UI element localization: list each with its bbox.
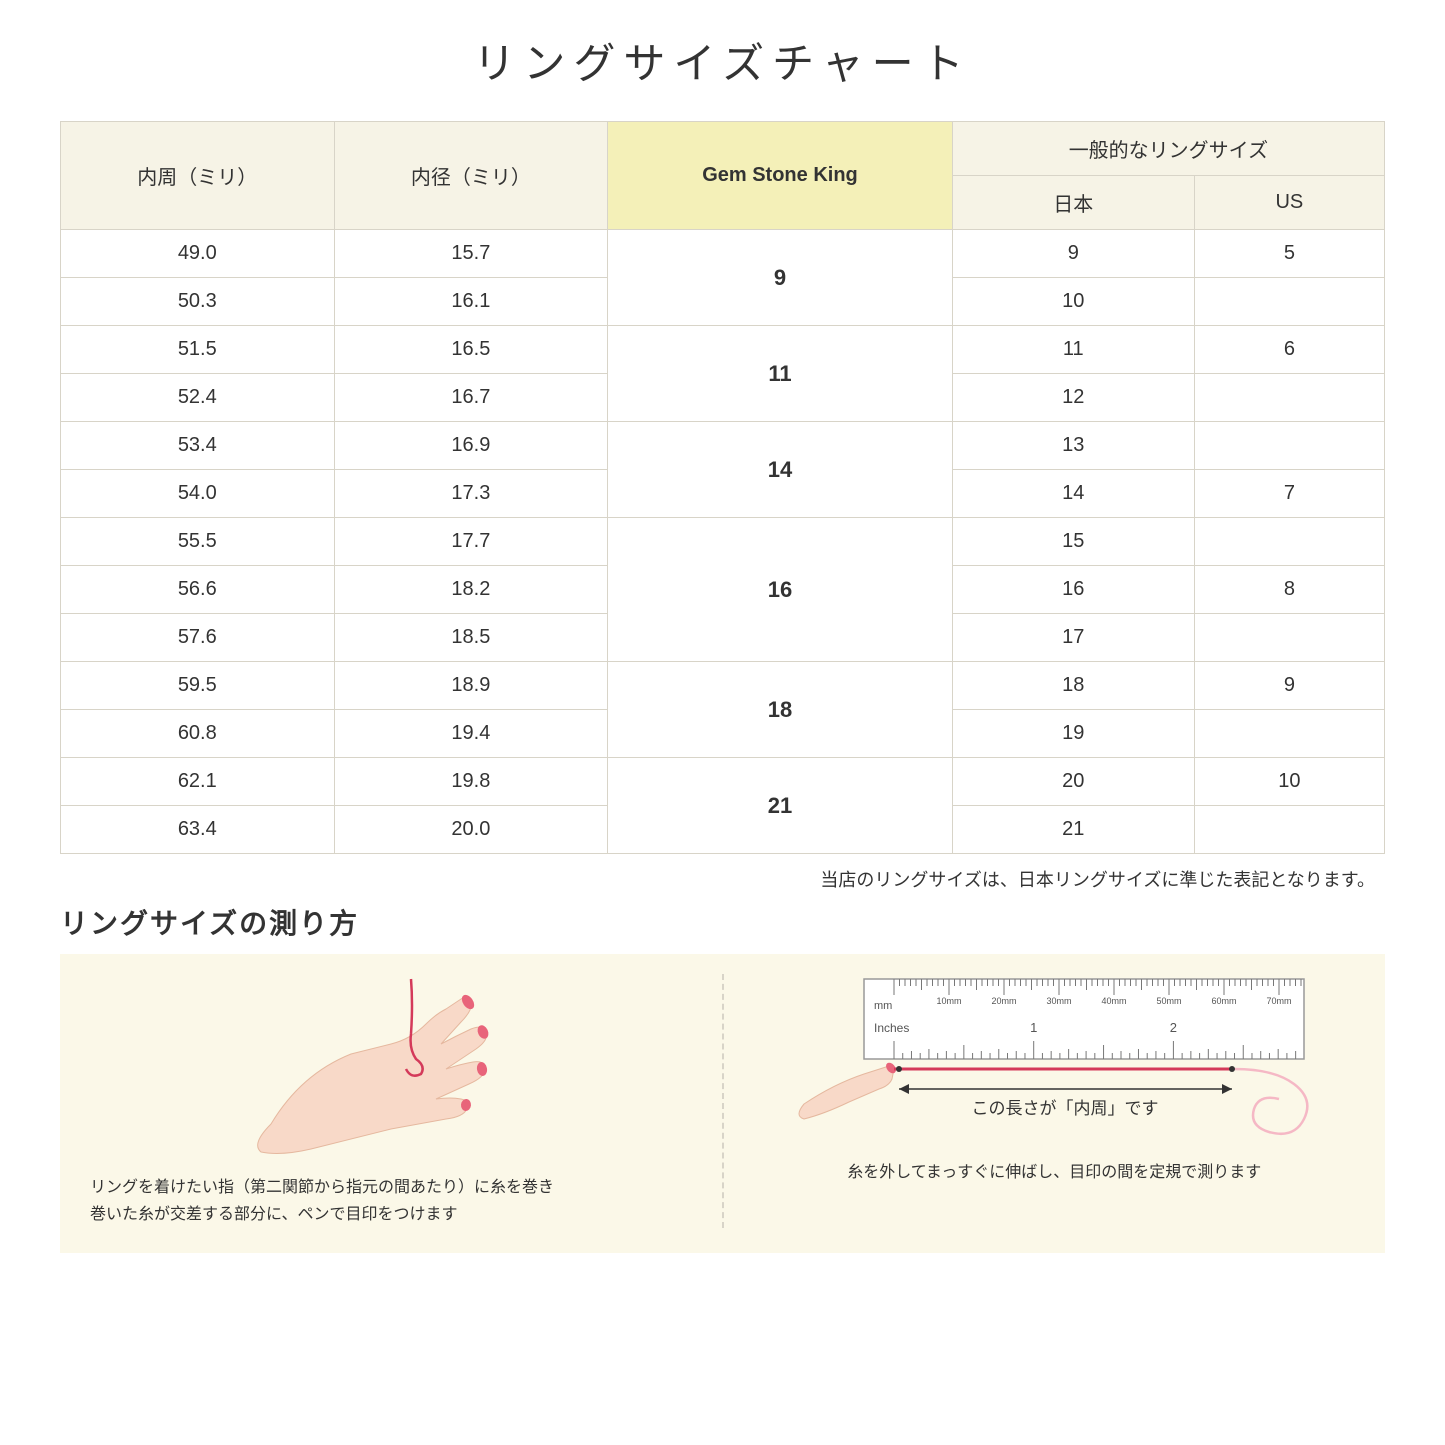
- cell-circumference: 51.5: [61, 326, 335, 374]
- cell-circumference: 60.8: [61, 710, 335, 758]
- cell-us: [1194, 278, 1384, 326]
- table-row: 59.518.918189: [61, 662, 1385, 710]
- cell-circumference: 62.1: [61, 758, 335, 806]
- cell-diameter: 18.5: [334, 614, 608, 662]
- cell-japan: 12: [952, 374, 1194, 422]
- header-us: US: [1194, 176, 1384, 230]
- ruler-length-label: この長さが「内周」です: [972, 1099, 1159, 1118]
- cell-us: 10: [1194, 758, 1384, 806]
- hand-with-thread-illustration: [211, 974, 571, 1164]
- instruction-text-1: リングを着けたい指（第二関節から指元の間あたり）に糸を巻き巻いた糸が交差する部分…: [90, 1174, 692, 1228]
- header-diameter: 内径（ミリ）: [334, 122, 608, 230]
- cell-diameter: 17.3: [334, 470, 608, 518]
- cell-japan: 15: [952, 518, 1194, 566]
- cell-circumference: 59.5: [61, 662, 335, 710]
- instruction-text-2: 糸を外してまっすぐに伸ばし、目印の間を定規で測ります: [754, 1159, 1356, 1186]
- size-chart-table: 内周（ミリ） 内径（ミリ） Gem Stone King 一般的なリングサイズ …: [60, 121, 1385, 854]
- cell-us: 7: [1194, 470, 1384, 518]
- instruction-step-2: mm Inches 10mm 20mm 30mm 40mm 50mm 60mm 70mm 1…: [754, 974, 1356, 1228]
- cell-gsk: 14: [608, 422, 953, 518]
- cell-gsk: 9: [608, 230, 953, 326]
- cell-gsk: 18: [608, 662, 953, 758]
- cell-japan: 13: [952, 422, 1194, 470]
- cell-japan: 14: [952, 470, 1194, 518]
- cell-diameter: 16.9: [334, 422, 608, 470]
- cell-us: 8: [1194, 566, 1384, 614]
- cell-circumference: 54.0: [61, 470, 335, 518]
- ruler-mm-label: mm: [874, 1000, 892, 1012]
- cell-japan: 11: [952, 326, 1194, 374]
- cell-japan: 16: [952, 566, 1194, 614]
- svg-text:1: 1: [1030, 1020, 1037, 1035]
- cell-us: [1194, 710, 1384, 758]
- table-note: 当店のリングサイズは、日本リングサイズに準じた表記となります。: [60, 866, 1385, 892]
- cell-diameter: 19.8: [334, 758, 608, 806]
- cell-gsk: 21: [608, 758, 953, 854]
- cell-circumference: 63.4: [61, 806, 335, 854]
- cell-us: [1194, 422, 1384, 470]
- cell-japan: 17: [952, 614, 1194, 662]
- cell-circumference: 50.3: [61, 278, 335, 326]
- cell-diameter: 19.4: [334, 710, 608, 758]
- cell-japan: 9: [952, 230, 1194, 278]
- header-gsk: Gem Stone King: [608, 122, 953, 230]
- cell-us: [1194, 614, 1384, 662]
- header-japan: 日本: [952, 176, 1194, 230]
- header-circumference: 内周（ミリ）: [61, 122, 335, 230]
- cell-circumference: 57.6: [61, 614, 335, 662]
- cell-us: 5: [1194, 230, 1384, 278]
- svg-text:40mm: 40mm: [1102, 996, 1127, 1006]
- cell-diameter: 18.9: [334, 662, 608, 710]
- header-general: 一般的なリングサイズ: [952, 122, 1384, 176]
- svg-text:50mm: 50mm: [1157, 996, 1182, 1006]
- cell-diameter: 16.5: [334, 326, 608, 374]
- svg-text:10mm: 10mm: [937, 996, 962, 1006]
- table-row: 49.015.7995: [61, 230, 1385, 278]
- cell-us: [1194, 374, 1384, 422]
- instructions-title: リングサイズの測り方: [60, 902, 1385, 942]
- cell-us: 6: [1194, 326, 1384, 374]
- svg-text:60mm: 60mm: [1212, 996, 1237, 1006]
- instructions-panel: リングを着けたい指（第二関節から指元の間あたり）に糸を巻き巻いた糸が交差する部分…: [60, 954, 1385, 1253]
- svg-text:2: 2: [1170, 1020, 1177, 1035]
- table-row: 51.516.511116: [61, 326, 1385, 374]
- cell-gsk: 11: [608, 326, 953, 422]
- cell-circumference: 49.0: [61, 230, 335, 278]
- instruction-step-1: リングを着けたい指（第二関節から指元の間あたり）に糸を巻き巻いた糸が交差する部分…: [90, 974, 692, 1228]
- cell-circumference: 55.5: [61, 518, 335, 566]
- cell-diameter: 15.7: [334, 230, 608, 278]
- cell-us: [1194, 518, 1384, 566]
- cell-diameter: 20.0: [334, 806, 608, 854]
- cell-circumference: 53.4: [61, 422, 335, 470]
- instruction-divider: [722, 974, 724, 1228]
- table-row: 62.119.8212010: [61, 758, 1385, 806]
- cell-japan: 21: [952, 806, 1194, 854]
- cell-diameter: 16.1: [334, 278, 608, 326]
- table-row: 53.416.91413: [61, 422, 1385, 470]
- svg-text:20mm: 20mm: [992, 996, 1017, 1006]
- cell-diameter: 18.2: [334, 566, 608, 614]
- cell-gsk: 16: [608, 518, 953, 662]
- page-title: リングサイズチャート: [60, 30, 1385, 91]
- table-row: 55.517.71615: [61, 518, 1385, 566]
- cell-japan: 10: [952, 278, 1194, 326]
- ruler-illustration: mm Inches 10mm 20mm 30mm 40mm 50mm 60mm 70mm 1…: [794, 974, 1314, 1144]
- cell-diameter: 16.7: [334, 374, 608, 422]
- cell-us: 9: [1194, 662, 1384, 710]
- cell-japan: 18: [952, 662, 1194, 710]
- cell-circumference: 52.4: [61, 374, 335, 422]
- cell-japan: 19: [952, 710, 1194, 758]
- svg-text:70mm: 70mm: [1267, 996, 1292, 1006]
- cell-us: [1194, 806, 1384, 854]
- svg-text:30mm: 30mm: [1047, 996, 1072, 1006]
- cell-diameter: 17.7: [334, 518, 608, 566]
- cell-japan: 20: [952, 758, 1194, 806]
- ruler-inches-label: Inches: [874, 1021, 909, 1035]
- cell-circumference: 56.6: [61, 566, 335, 614]
